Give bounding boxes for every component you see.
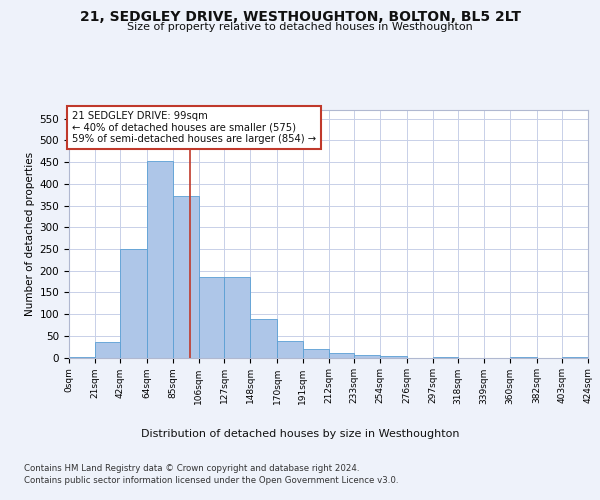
Bar: [329, 353, 354, 358]
Bar: [173, 196, 199, 358]
Bar: [69, 356, 95, 358]
Bar: [354, 356, 380, 358]
Bar: [562, 356, 588, 358]
Bar: [380, 356, 407, 358]
Text: 21, SEDGLEY DRIVE, WESTHOUGHTON, BOLTON, BL5 2LT: 21, SEDGLEY DRIVE, WESTHOUGHTON, BOLTON,…: [79, 10, 521, 24]
Y-axis label: Number of detached properties: Number of detached properties: [25, 152, 35, 316]
Bar: [199, 277, 224, 357]
Bar: [250, 320, 277, 358]
Text: Distribution of detached houses by size in Westhoughton: Distribution of detached houses by size …: [141, 429, 459, 439]
Bar: [433, 356, 458, 358]
Bar: [224, 277, 250, 357]
Bar: [303, 349, 329, 358]
Bar: [148, 161, 173, 358]
Text: 21 SEDGLEY DRIVE: 99sqm
← 40% of detached houses are smaller (575)
59% of semi-d: 21 SEDGLEY DRIVE: 99sqm ← 40% of detache…: [71, 111, 316, 144]
Text: Size of property relative to detached houses in Westhoughton: Size of property relative to detached ho…: [127, 22, 473, 32]
Text: Contains HM Land Registry data © Crown copyright and database right 2024.: Contains HM Land Registry data © Crown c…: [24, 464, 359, 473]
Bar: [121, 249, 148, 358]
Bar: [509, 356, 536, 358]
Bar: [95, 342, 121, 357]
Text: Contains public sector information licensed under the Open Government Licence v3: Contains public sector information licen…: [24, 476, 398, 485]
Bar: [277, 342, 303, 357]
